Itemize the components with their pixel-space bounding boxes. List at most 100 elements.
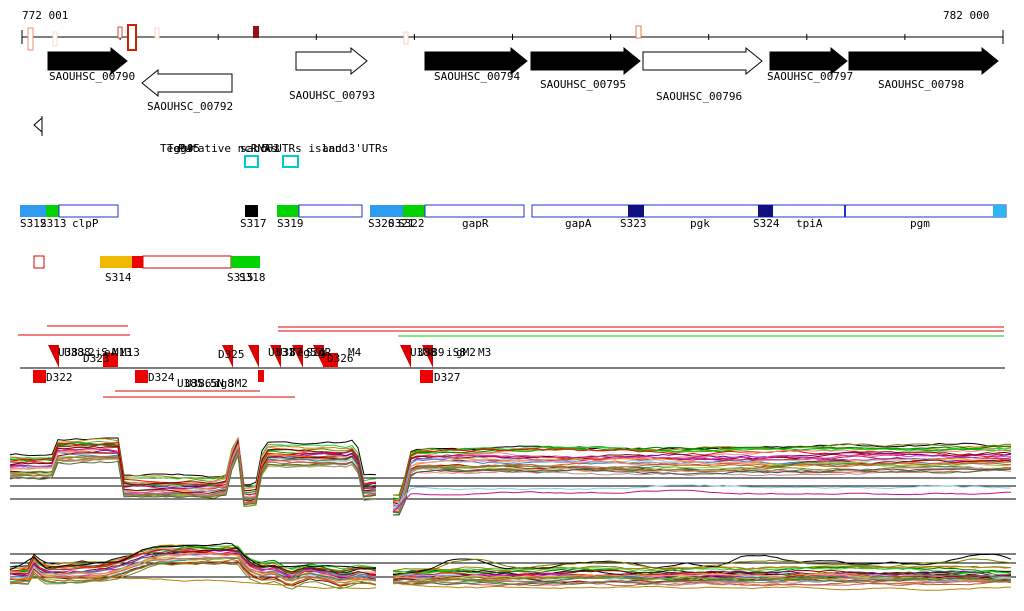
utr-feature-box[interactable] — [244, 155, 259, 168]
probe-label: M13 — [120, 346, 140, 359]
probe-square[interactable] — [103, 353, 118, 367]
feature-segment[interactable] — [46, 205, 59, 217]
gene-arrow-SAOUHSC_00797[interactable] — [769, 46, 848, 76]
variant-marker[interactable] — [403, 31, 409, 45]
gene-arrow-SAOUHSC_00798[interactable] — [848, 46, 999, 76]
probe-flag[interactable] — [292, 345, 303, 368]
variant-marker[interactable] — [635, 25, 642, 39]
feature-segment[interactable] — [100, 256, 132, 268]
feature-segment[interactable] — [33, 255, 45, 269]
probe-label: ig8 — [214, 377, 234, 390]
feature-label: S317 — [240, 217, 267, 230]
utr-track-label: sabc63 — [240, 142, 280, 155]
utr-track-label: and 3'UTRs — [322, 142, 388, 155]
variant-marker[interactable] — [27, 27, 34, 51]
probe-label: 3M2 — [228, 377, 248, 390]
expression-series — [9, 436, 377, 488]
gene-arrow-SAOUHSC_00796[interactable] — [642, 46, 763, 76]
feature-segment[interactable] — [142, 255, 232, 269]
feature-segment[interactable] — [403, 205, 425, 217]
feature-segment[interactable] — [424, 204, 525, 218]
gene-label: SAOUHSC_00795 — [540, 78, 626, 91]
probe-flag[interactable] — [248, 345, 259, 368]
expression-series — [9, 557, 377, 584]
gene-arrow-SAOUHSC_00793[interactable] — [295, 46, 368, 76]
variant-marker[interactable] — [154, 27, 160, 39]
expression-series — [392, 567, 1012, 575]
gene-label: SAOUHSC_00792 — [147, 100, 233, 113]
probe-flag[interactable] — [270, 345, 281, 368]
expression-series — [392, 446, 1012, 502]
feature-label: S322 — [398, 217, 425, 230]
probe-flag[interactable] — [48, 345, 59, 368]
expression-series-outlier — [9, 542, 377, 571]
probe-flag[interactable] — [422, 345, 433, 368]
variant-marker[interactable] — [253, 26, 259, 38]
probe-square[interactable] — [135, 370, 148, 383]
probe-square[interactable] — [323, 353, 338, 367]
expression-series-outlier — [392, 489, 1012, 513]
feature-segment[interactable] — [758, 205, 773, 217]
ruler-track — [21, 24, 1004, 51]
expression-series — [9, 450, 377, 504]
utr-feature-box[interactable] — [282, 155, 299, 168]
feature-segment[interactable] — [231, 256, 260, 268]
feature-segment[interactable] — [245, 205, 258, 217]
probe-square[interactable] — [258, 370, 264, 382]
feature-segment[interactable] — [58, 204, 119, 218]
probe-square[interactable] — [420, 370, 433, 383]
feature-segment[interactable] — [370, 205, 403, 217]
gene-label: SAOUHSC_00798 — [878, 78, 964, 91]
expression-series-outlier — [9, 576, 377, 590]
gene-arrow-SAOUHSC_00790[interactable] — [47, 46, 128, 76]
feature-label: gapR — [462, 217, 489, 230]
probe-flag[interactable] — [313, 345, 324, 368]
feature-label: S324 — [753, 217, 780, 230]
expression-series — [392, 577, 1012, 585]
expression-series — [392, 461, 1012, 516]
probe-flag[interactable] — [222, 345, 233, 368]
probe-flag[interactable] — [400, 345, 411, 368]
feature-segment[interactable] — [20, 205, 46, 217]
utr-track-label: Teg95 — [167, 142, 200, 155]
expression-series — [9, 553, 377, 578]
feature-segment[interactable] — [132, 256, 143, 268]
feature-label: clpP — [72, 217, 99, 230]
plot-panel-upper-left — [9, 436, 377, 507]
feature-label: gapA — [565, 217, 592, 230]
expression-series — [392, 570, 1012, 579]
gene-arrow-SAOUHSC_00795[interactable] — [530, 46, 641, 76]
feature-label: S314 — [105, 271, 132, 284]
probe-label: 2jS — [88, 346, 108, 359]
feature-segment[interactable] — [628, 205, 644, 217]
variant-marker[interactable] — [117, 26, 123, 39]
probe-label: eA — [104, 346, 118, 359]
variant-marker[interactable] — [127, 24, 137, 51]
feature-segment[interactable] — [298, 204, 363, 218]
expression-series — [9, 452, 377, 504]
gene-label: SAOUHSC_00794 — [434, 70, 520, 83]
expression-series — [9, 556, 377, 586]
probe-square[interactable] — [33, 370, 46, 383]
plot-panel-upper-right — [392, 442, 1012, 516]
expression-series — [392, 454, 1011, 508]
expression-series — [392, 572, 1012, 583]
truncated-gene-arrowhead[interactable] — [33, 116, 43, 134]
expression-series — [9, 453, 377, 506]
feature-segment[interactable] — [993, 205, 1006, 217]
feature-label: S321 — [388, 217, 415, 230]
variant-marker[interactable] — [52, 31, 58, 47]
ruler-start-position: 772 001 — [22, 9, 69, 22]
expression-series — [9, 437, 377, 492]
feature-segment[interactable] — [277, 205, 299, 217]
gene-arrow-SAOUHSC_00792[interactable] — [141, 68, 233, 98]
probe-label: iS8 — [446, 346, 466, 359]
gene-arrow-SAOUHSC_00794[interactable] — [424, 46, 528, 76]
expression-series — [9, 448, 377, 502]
probe-label: D322 — [46, 371, 73, 384]
probe-label: U386 — [185, 377, 212, 390]
utr-track-label: Putative ncRNAs — [178, 142, 277, 155]
probe-label: U331 — [268, 346, 295, 359]
